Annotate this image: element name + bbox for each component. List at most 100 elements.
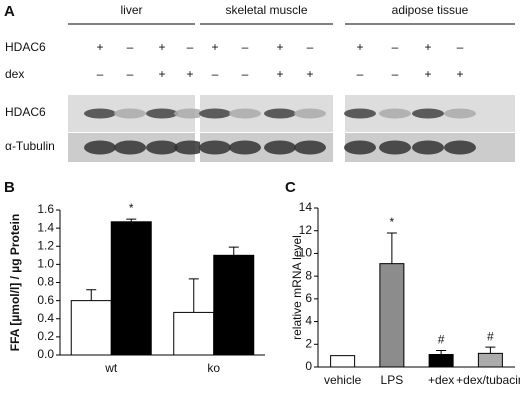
blot-label: α-Tubulin (5, 139, 55, 153)
sign: – (392, 67, 399, 81)
band (264, 140, 296, 155)
sign: + (306, 67, 313, 81)
sign: – (392, 40, 399, 54)
band (294, 140, 326, 155)
y-tick-label: 2 (305, 336, 312, 350)
band (379, 108, 411, 119)
x-tick-label: wt (104, 361, 118, 375)
band (84, 140, 116, 155)
blot-label: HDAC6 (5, 105, 46, 119)
sign: + (96, 40, 103, 54)
sign: + (276, 67, 283, 81)
sign: + (186, 67, 193, 81)
band (229, 108, 261, 119)
band (174, 108, 206, 119)
sign: + (211, 40, 218, 54)
sign: – (127, 40, 134, 54)
bar (110, 221, 152, 356)
sign: – (187, 40, 194, 54)
sign: – (212, 67, 219, 81)
band (264, 108, 296, 119)
band (229, 140, 261, 155)
y-tick-label: 6 (305, 291, 312, 305)
error-bar (436, 350, 447, 355)
bar (428, 354, 454, 368)
bar (173, 311, 215, 356)
sign: – (242, 40, 249, 54)
band (344, 108, 376, 119)
bar (477, 352, 503, 368)
error-bar (485, 346, 496, 354)
row-label: dex (5, 67, 24, 81)
x-tick-label: ko (207, 361, 220, 375)
sign: – (357, 67, 364, 81)
panel-label: A (4, 3, 15, 20)
error-bar (126, 218, 137, 222)
panel-label: C (285, 179, 296, 196)
sign: + (158, 40, 165, 54)
error-bar (86, 289, 97, 301)
band (199, 140, 231, 155)
error-bar (228, 246, 239, 256)
y-tick-label: 1.0 (37, 257, 54, 271)
annotation: # (487, 329, 494, 343)
band (84, 108, 116, 119)
sign: + (456, 67, 463, 81)
band (412, 140, 444, 155)
tissue-label: liver (120, 3, 142, 17)
annotation: * (129, 201, 134, 215)
sign: – (457, 40, 464, 54)
sign: + (424, 40, 431, 54)
y-axis-label: FFA [µmol/l] / µg Protein (8, 214, 22, 351)
y-tick-label: 8 (305, 268, 312, 282)
y-tick-label: 0.2 (37, 329, 54, 343)
bar (70, 300, 112, 356)
x-tick-label: vehicle (324, 373, 362, 387)
y-tick-label: 0.0 (37, 347, 54, 361)
sign: + (158, 67, 165, 81)
annotation: * (390, 215, 395, 229)
bar (330, 355, 356, 368)
y-tick-label: 4 (305, 314, 312, 328)
tissue-label: adipose tissue (392, 3, 469, 17)
sign: – (97, 67, 104, 81)
band (174, 140, 206, 155)
tissue-label: skeletal muscle (225, 3, 307, 17)
sign: + (356, 40, 363, 54)
x-tick-label: +dex/tubacin (456, 373, 520, 387)
band (146, 140, 178, 155)
y-tick-label: 1.4 (37, 220, 54, 234)
y-tick-label: 0 (305, 359, 312, 373)
band (114, 140, 146, 155)
y-tick-label: 0.4 (37, 311, 54, 325)
sign: – (127, 67, 134, 81)
sign: + (276, 40, 283, 54)
band (412, 108, 444, 119)
y-tick-label: 0.8 (37, 275, 54, 289)
panel-label: B (4, 179, 15, 196)
band (444, 108, 476, 119)
y-tick-label: 14 (299, 200, 313, 214)
band (294, 108, 326, 119)
band (199, 108, 231, 119)
x-tick-label: +dex (428, 373, 454, 387)
sign: – (307, 40, 314, 54)
band (114, 108, 146, 119)
row-label: HDAC6 (5, 40, 46, 54)
y-tick-label: 1.6 (37, 202, 54, 216)
sign: – (242, 67, 249, 81)
x-tick-label: LPS (381, 373, 404, 387)
y-tick-label: 10 (299, 246, 313, 260)
y-tick-label: 1.2 (37, 238, 54, 252)
band (379, 140, 411, 155)
bar (379, 263, 405, 368)
y-tick-label: 12 (299, 223, 313, 237)
band (344, 140, 376, 155)
band (146, 108, 178, 119)
error-bar (188, 278, 199, 313)
bar (213, 254, 255, 356)
y-axis-label: relative mRNA level (290, 235, 304, 340)
error-bar (386, 232, 397, 264)
annotation: # (438, 333, 445, 347)
